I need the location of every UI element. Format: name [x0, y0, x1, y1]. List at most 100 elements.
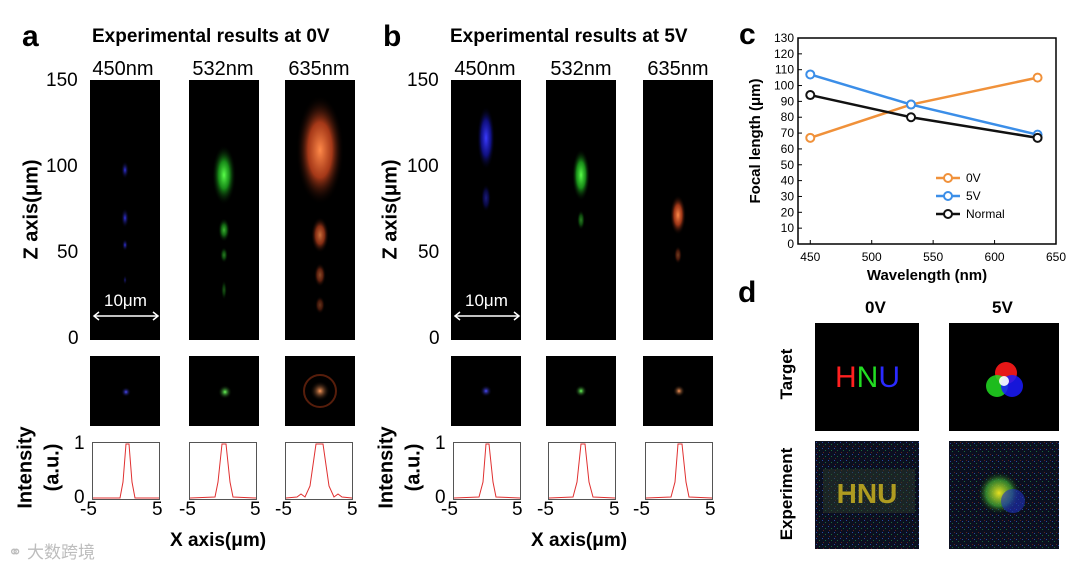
chart-y-tick-label: 60	[781, 142, 795, 156]
panel-b-beam-532	[546, 80, 616, 340]
chart-point-normal	[906, 112, 917, 123]
panel-a-x-tick: 5	[347, 499, 358, 520]
panel-c-label: c	[739, 18, 756, 51]
panel-b-x-tick: 5	[609, 499, 620, 520]
chart-y-tick-label: 40	[781, 174, 795, 188]
chart-point-normal	[805, 90, 816, 101]
target-5v-image	[949, 323, 1059, 431]
chart-frame	[797, 37, 1057, 245]
panel-a-intensity-tick: 0	[74, 487, 85, 508]
panel-b-intensity-unit: (a.u.)	[402, 443, 425, 492]
chart-x-tick-label: 600	[985, 250, 1005, 264]
panel-d-row-experiment: Experiment	[777, 447, 796, 541]
panel-b-profile-635	[645, 442, 713, 500]
panel-b-beam-635	[643, 80, 713, 340]
panel-a-wavelength-450: 450nm	[92, 58, 154, 80]
chart-y-tick-label: 0	[787, 237, 794, 251]
experiment-5v-image	[949, 441, 1059, 549]
chart-y-tick-label: 10	[781, 221, 795, 235]
panel-a-spot-635	[285, 356, 355, 426]
panel-b-spot-532	[546, 356, 616, 426]
panel-b-x-tick: -5	[441, 499, 458, 520]
chart-x-tick-label: 650	[1046, 250, 1066, 264]
chart-y-tick-label: 30	[781, 189, 795, 203]
chart-y-tick-label: 70	[781, 126, 795, 140]
panel-a-x-tick: -5	[179, 499, 196, 520]
panel-b-x-tick: -5	[537, 499, 554, 520]
chart-x-tick-label: 500	[862, 250, 882, 264]
chart-point-5v	[906, 99, 917, 110]
panel-b-wavelength-450: 450nm	[454, 58, 516, 80]
panel-d-row-target: Target	[777, 348, 796, 400]
target-letter-h: H	[835, 361, 857, 394]
panel-b-z-tick: 0	[429, 328, 440, 349]
panel-a-spot-532	[189, 356, 259, 426]
chart-x-tick-label: 450	[800, 250, 820, 264]
panel-b-x-tick: 5	[512, 499, 523, 520]
chart-y-axis-label: Focal length (μm)	[747, 78, 764, 203]
watermark: ⚭ 大数跨境	[8, 538, 95, 563]
panel-b-wavelength-635: 635nm	[647, 58, 709, 80]
panel-a-beam-450	[90, 80, 160, 340]
panel-b-x-axis-label: X axis(μm)	[531, 530, 628, 551]
panel-b-intensity-tick: 0	[435, 487, 446, 508]
panel-a-z-tick: 50	[57, 242, 79, 263]
panel-d-label: d	[738, 276, 757, 309]
panel-b-scale-bar-label: 10μm	[465, 291, 508, 310]
panel-a-x-tick: 5	[250, 499, 261, 520]
panel-d-col-0v: 0V	[865, 298, 886, 317]
panel-a-beam-635	[285, 80, 355, 340]
panel-a-wavelength-532: 532nm	[192, 58, 254, 80]
panel-a-profile-450	[92, 442, 160, 500]
panel-b-profile-450	[453, 442, 521, 500]
panel-a-wavelength-635: 635nm	[288, 58, 350, 80]
panel-b-x-tick: 5	[705, 499, 716, 520]
chart-x-tick-label: 550	[923, 250, 943, 264]
experiment-0v-image: HNU	[815, 441, 919, 549]
chart-legend-label: 0V	[966, 171, 981, 185]
target-letter-n: N	[856, 361, 879, 394]
experiment-hnu-text: HNU	[837, 478, 898, 509]
panel-a-profile-635	[285, 442, 353, 500]
panel-b-beam-450	[451, 80, 521, 340]
watermark-text: 大数跨境	[26, 543, 95, 562]
panel-a-x-tick: -5	[80, 499, 97, 520]
panel-b-z-axis-label: Z axis(μm)	[379, 159, 402, 260]
chart-y-tick-label: 90	[781, 94, 795, 108]
panel-a-intensity-unit: (a.u.)	[41, 443, 64, 492]
chart-point-5v	[805, 69, 816, 80]
target-letter-u: U	[878, 361, 901, 394]
panel-b-x-tick: -5	[633, 499, 650, 520]
chart-point-normal	[1032, 132, 1043, 143]
chart-legend-marker	[943, 173, 953, 183]
chart-y-tick-label: 50	[781, 158, 795, 172]
panel-b-label: b	[383, 20, 402, 53]
chart-point-0v	[805, 132, 816, 143]
chart-y-tick-label: 80	[781, 110, 795, 124]
panel-b-z-tick: 50	[418, 242, 440, 263]
panel-a-intensity-label: Intensity	[14, 426, 37, 509]
chart-point-0v	[1032, 72, 1043, 83]
panel-a-beam-532	[189, 80, 259, 340]
panel-b-spot-635	[643, 356, 713, 426]
chart-y-tick-label: 120	[774, 47, 794, 61]
panel-b-profile-532	[548, 442, 616, 500]
panel-a-scale-bar-label: 10μm	[104, 291, 147, 310]
chart-legend-label: Normal	[966, 207, 1005, 221]
chart-y-tick-label: 110	[775, 63, 794, 77]
panel-a-label: a	[22, 20, 39, 53]
chart-y-tick-label: 100	[774, 79, 794, 93]
panel-a-intensity-tick: 1	[74, 433, 85, 454]
chart-legend-marker	[943, 191, 953, 201]
panel-d-col-5v: 5V	[992, 298, 1013, 317]
chart-y-tick-label: 130	[774, 31, 794, 45]
panel-b-intensity-tick: 1	[435, 433, 446, 454]
panel-a-z-tick: 0	[68, 328, 79, 349]
watermark-logo-icon: ⚭	[8, 543, 23, 562]
panel-a-x-tick: 5	[152, 499, 163, 520]
panel-a-z-axis-label: Z axis(μm)	[20, 159, 43, 260]
chart-legend-marker	[943, 209, 953, 219]
panel-a-z-tick: 150	[46, 70, 78, 91]
panel-a-title: Experimental results at 0V	[92, 26, 330, 47]
